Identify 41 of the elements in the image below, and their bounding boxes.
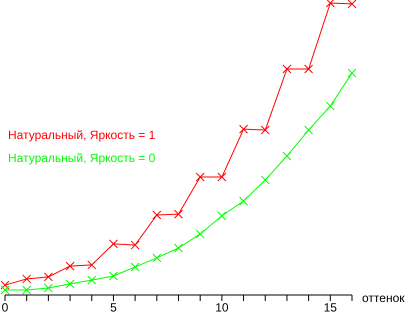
point xyxy=(217,211,226,220)
x-tick-label: 5 xyxy=(110,300,118,315)
point xyxy=(108,272,118,281)
point xyxy=(66,262,75,271)
point xyxy=(304,126,314,135)
x-tick-label: 10 xyxy=(215,300,229,315)
point xyxy=(260,126,270,135)
x-axis-title: оттенок xyxy=(362,291,406,306)
point xyxy=(282,64,292,74)
point xyxy=(174,210,183,219)
point xyxy=(22,286,32,295)
point xyxy=(282,152,292,161)
point xyxy=(108,239,118,248)
point xyxy=(348,0,356,8)
point xyxy=(66,279,75,288)
point xyxy=(326,0,335,8)
point xyxy=(348,68,356,78)
point xyxy=(152,210,162,220)
point xyxy=(44,272,53,282)
point xyxy=(0,280,10,290)
point xyxy=(22,274,32,284)
point xyxy=(0,286,10,295)
point xyxy=(44,283,53,292)
point xyxy=(304,64,314,74)
text: Натуральный, Яркость = 1 xyxy=(8,128,156,142)
point xyxy=(239,124,248,134)
point xyxy=(196,229,205,238)
point xyxy=(239,196,248,206)
point xyxy=(196,172,205,182)
x-tick-label: 15 xyxy=(324,300,338,315)
point xyxy=(130,240,140,250)
point xyxy=(87,260,96,270)
x-tick-label: 0 xyxy=(2,300,9,315)
point xyxy=(152,253,162,262)
point xyxy=(260,175,270,184)
point xyxy=(174,243,183,252)
point xyxy=(130,262,140,272)
point xyxy=(87,276,96,285)
point xyxy=(326,102,335,111)
text: Натуральный, Яркость = 0 xyxy=(8,151,156,165)
point xyxy=(217,172,226,182)
